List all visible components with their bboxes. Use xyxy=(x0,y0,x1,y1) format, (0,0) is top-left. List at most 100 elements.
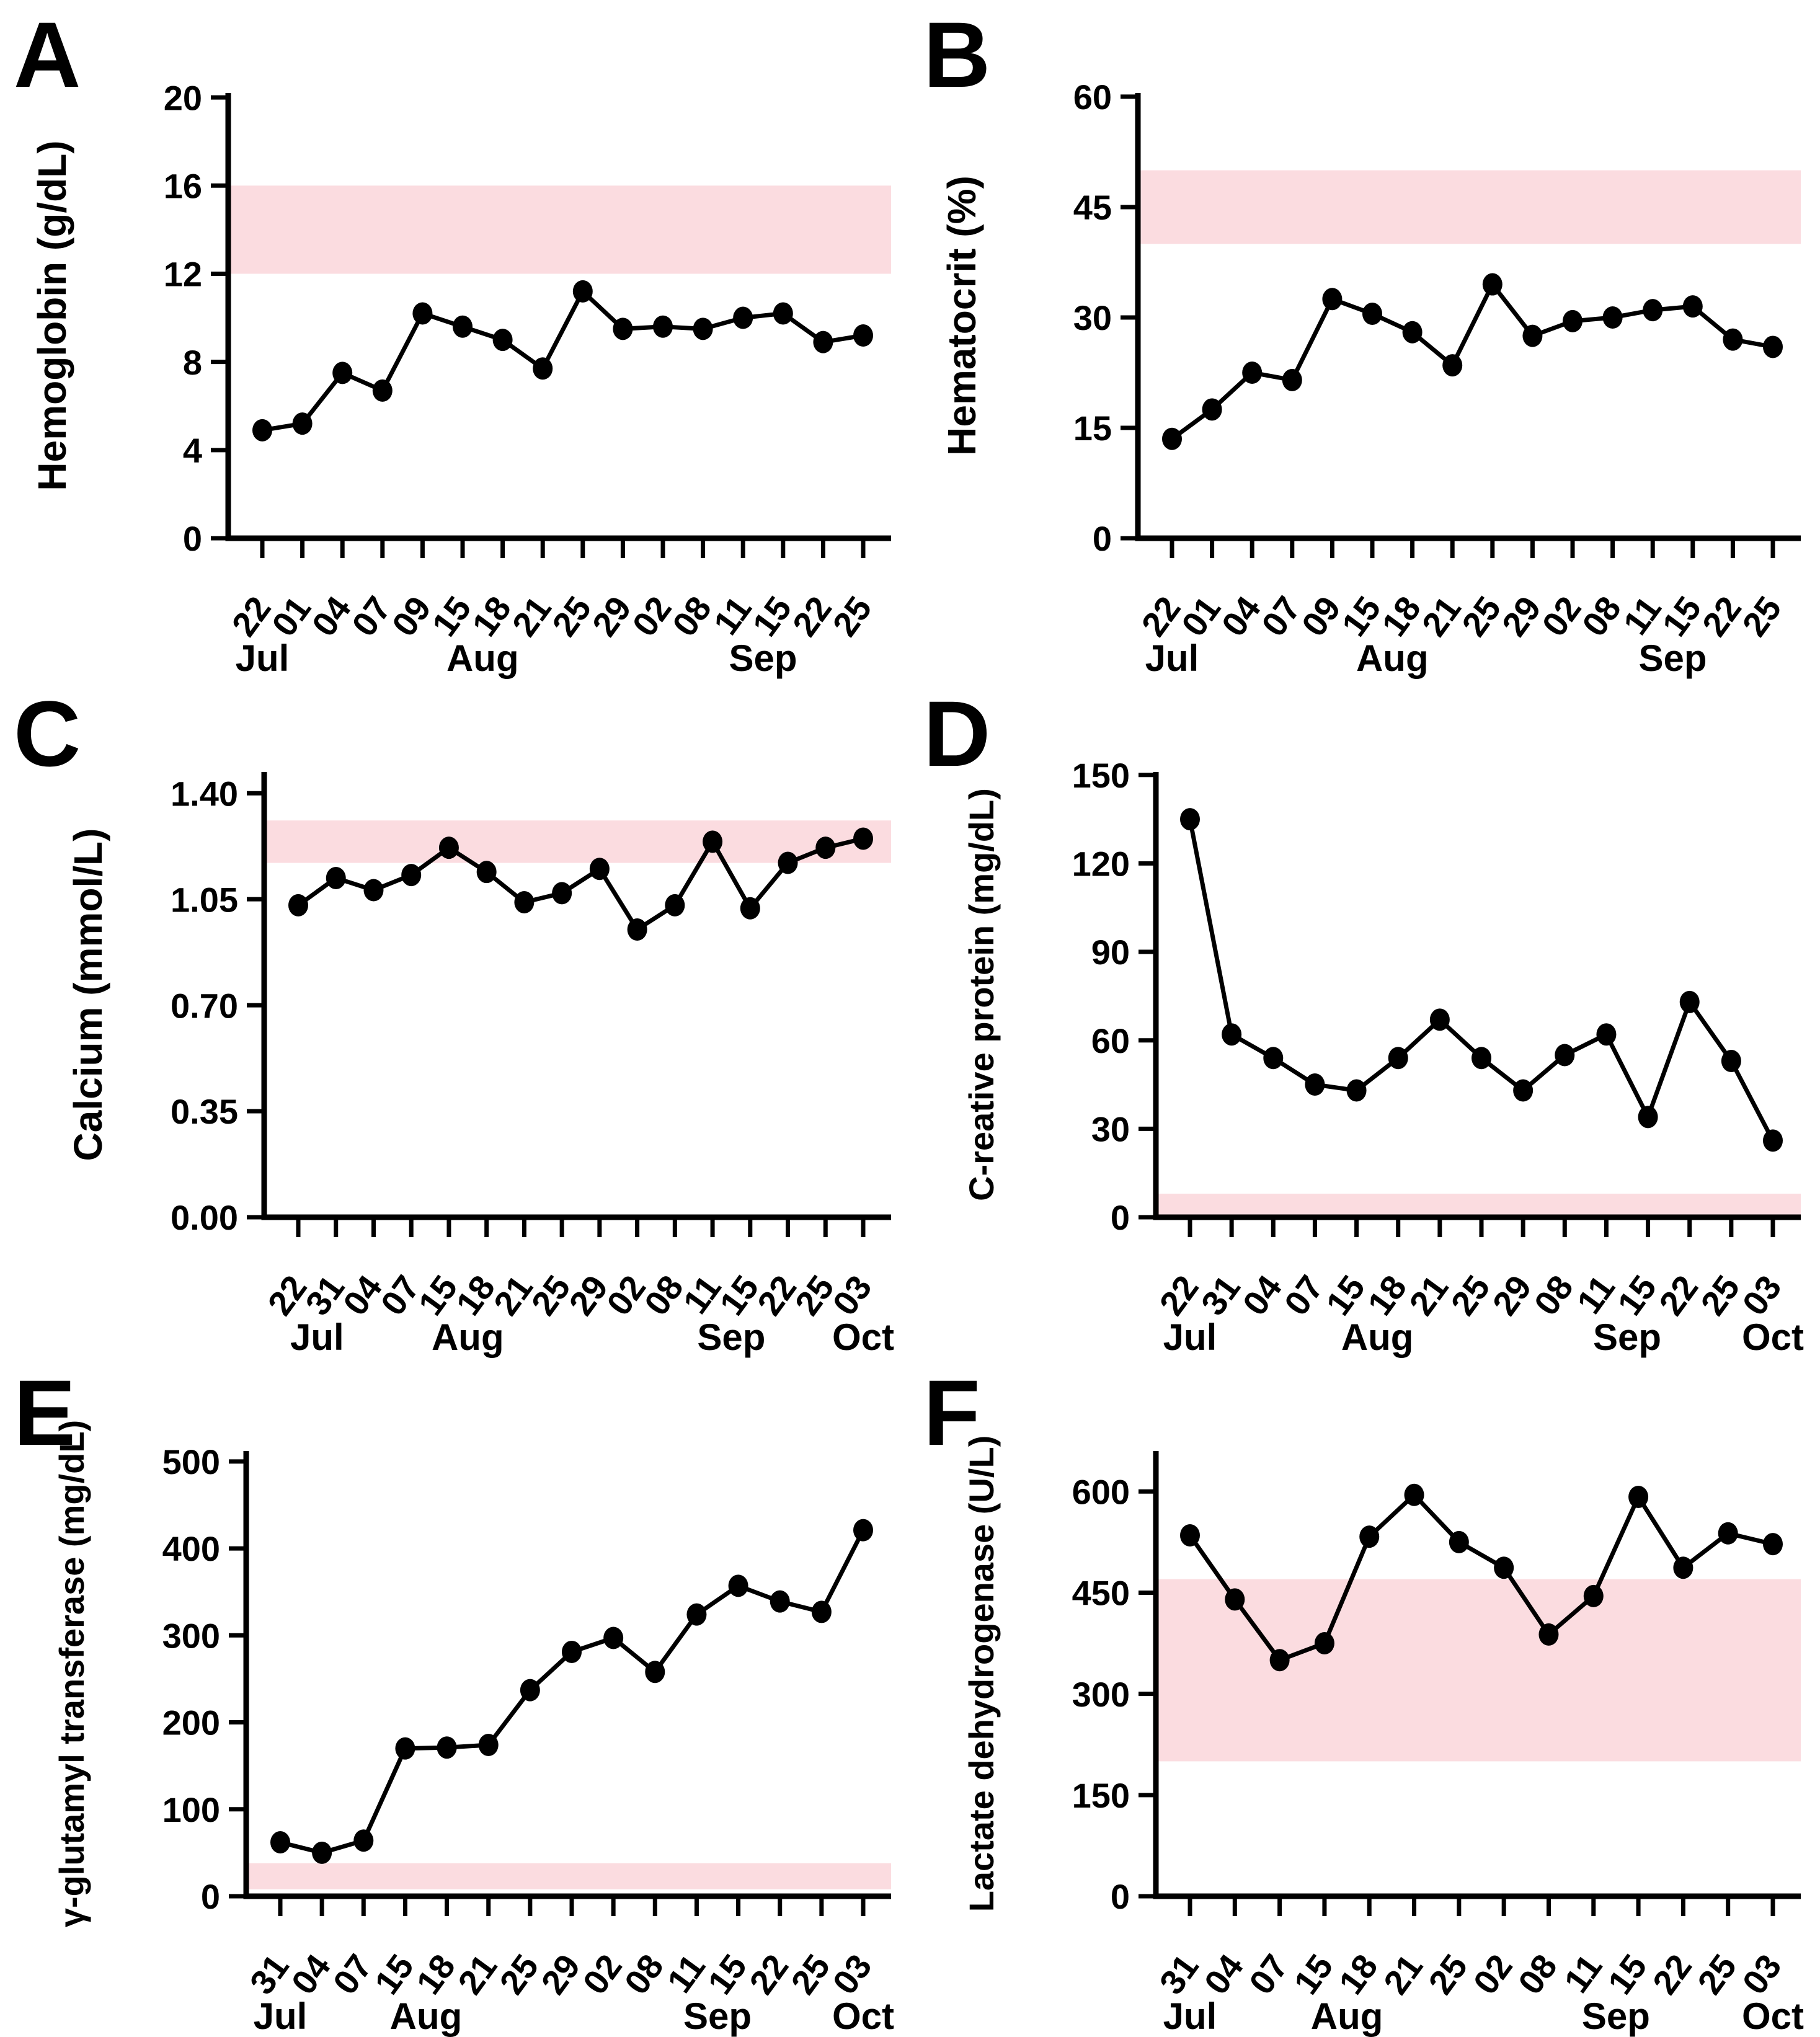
data-point xyxy=(627,918,647,941)
data-point xyxy=(372,379,393,402)
month-label: Aug xyxy=(446,637,519,679)
y-tick-label: 0.00 xyxy=(171,1198,238,1237)
data-point xyxy=(770,1590,790,1613)
data-point xyxy=(353,1829,374,1852)
data-point xyxy=(1763,1533,1783,1556)
x-tick-label: 08 xyxy=(1511,1947,1565,2001)
data-point xyxy=(1402,321,1423,344)
panel-letter: E xyxy=(14,1360,76,1465)
data-point xyxy=(1596,1023,1617,1046)
data-point xyxy=(332,362,353,384)
x-tick-label: 03 xyxy=(825,1947,879,2001)
y-axis-title: Lactate dehydrogenase (U/L) xyxy=(962,1436,1001,1912)
y-tick-label: 120 xyxy=(1072,845,1130,884)
data-point xyxy=(363,879,384,902)
month-label: Sep xyxy=(1582,1995,1650,2037)
y-tick-label: 20 xyxy=(164,78,202,117)
month-label: Oct xyxy=(832,1316,894,1358)
y-tick-label: 0 xyxy=(1111,1198,1130,1237)
data-point xyxy=(686,1603,707,1626)
month-label: Aug xyxy=(1311,1995,1383,2037)
data-point xyxy=(476,861,497,884)
x-tick-label: 07 xyxy=(1241,1947,1296,2001)
x-tick-label: 18 xyxy=(1331,1947,1385,2001)
month-label: Oct xyxy=(1742,1995,1804,2037)
panel-letter: F xyxy=(923,1360,980,1465)
data-point xyxy=(853,324,873,347)
y-tick-label: 450 xyxy=(1072,1574,1130,1613)
y-tick-label: 0.35 xyxy=(171,1092,238,1131)
data-point xyxy=(326,866,346,889)
x-tick-label: 15 xyxy=(1286,1947,1341,2001)
data-point xyxy=(813,331,833,353)
month-label: Aug xyxy=(1341,1316,1414,1358)
data-point xyxy=(1494,1556,1514,1579)
data-point xyxy=(1305,1073,1325,1096)
y-axis-title: Hemoglobin (g/dL) xyxy=(30,140,74,490)
reference-band xyxy=(1139,170,1801,244)
x-tick-label: 15 xyxy=(1600,1947,1654,2001)
panel-c-calcium: 0.00 0.35 0.70 1.05 1.40 22 31 04 07 15 18 21 25 29 02… xyxy=(0,679,910,1358)
y-tick-label: 150 xyxy=(1072,756,1130,795)
y-tick-label: 0 xyxy=(1111,1877,1130,1916)
month-label: Jul xyxy=(236,637,290,679)
y-tick-label: 30 xyxy=(1073,298,1112,337)
month-label: Oct xyxy=(1742,1316,1804,1358)
data-point xyxy=(1472,1047,1491,1070)
data-point xyxy=(1563,309,1583,332)
month-label: Oct xyxy=(832,1995,894,2037)
data-point xyxy=(853,1519,873,1542)
data-point xyxy=(728,1574,748,1597)
month-label: Sep xyxy=(697,1316,765,1358)
y-tick-label: 500 xyxy=(162,1442,220,1481)
data-point xyxy=(613,317,633,340)
x-tick-label: 31 xyxy=(1152,1947,1206,2001)
y-tick-label: 60 xyxy=(1091,1021,1130,1060)
reference-band xyxy=(1157,1579,1801,1762)
month-label: Jul xyxy=(1163,1316,1217,1358)
month-label: Jul xyxy=(1145,637,1199,679)
data-point xyxy=(1429,1008,1450,1031)
data-point xyxy=(412,302,433,325)
panel-letter: B xyxy=(923,2,990,107)
data-point xyxy=(1263,1047,1284,1070)
data-point xyxy=(645,1661,665,1684)
y-tick-label: 12 xyxy=(164,255,202,294)
x-tick-label: 21 xyxy=(1376,1947,1431,2001)
panel-f-lactate-dehydrogenase: 0 150 300 450 600 31 04 07 15 18 21 25 02 08 11 15 22 25 0… xyxy=(910,1358,1819,2037)
y-tick-label: 0 xyxy=(201,1877,220,1916)
y-axis-title: γ-glutamyl transferase (mg/dL) xyxy=(52,1420,91,1927)
panel-letter: C xyxy=(14,681,81,786)
data-point xyxy=(1673,1556,1693,1579)
data-point xyxy=(514,891,535,914)
x-tick-label: 03 xyxy=(825,1268,879,1322)
panel-e-gamma-glutamyl-transferase: 0 100 200 300 400 500 31 04 07 15 18 21 25 29 02 08 11 15… xyxy=(0,1358,910,2037)
chart-c-reactive-protein: 0306090120150223104071518212529081115222… xyxy=(923,681,1804,1358)
data-point xyxy=(1180,808,1200,831)
data-point xyxy=(492,329,513,352)
data-point xyxy=(740,897,760,920)
y-tick-label: 4 xyxy=(183,431,202,470)
data-point xyxy=(603,1626,624,1649)
data-point xyxy=(533,357,553,380)
data-point xyxy=(811,1600,832,1623)
month-label: Jul xyxy=(254,1995,308,2037)
panel-d-c-reactive-protein: 0 30 60 90 120 150 22 31 04 07 15 18 21 25 29 08 11 15 22 2… xyxy=(910,679,1819,1358)
reference-band xyxy=(265,820,891,863)
month-label: Sep xyxy=(1593,1316,1661,1358)
reference-band xyxy=(229,185,891,274)
data-point xyxy=(572,280,593,303)
data-point xyxy=(562,1640,582,1663)
data-point xyxy=(1202,398,1222,421)
month-label: Sep xyxy=(1638,637,1707,679)
data-point xyxy=(478,1733,499,1756)
x-tick-label: 11 xyxy=(1556,1947,1610,2000)
data-point xyxy=(1314,1632,1334,1655)
x-tick-label: 25 xyxy=(1690,1947,1744,2001)
y-tick-label: 16 xyxy=(164,166,202,205)
data-point xyxy=(437,1736,457,1759)
series-line xyxy=(260,289,866,433)
y-tick-label: 300 xyxy=(162,1616,220,1655)
data-point xyxy=(252,419,272,442)
y-tick-label: 1.05 xyxy=(171,880,238,919)
